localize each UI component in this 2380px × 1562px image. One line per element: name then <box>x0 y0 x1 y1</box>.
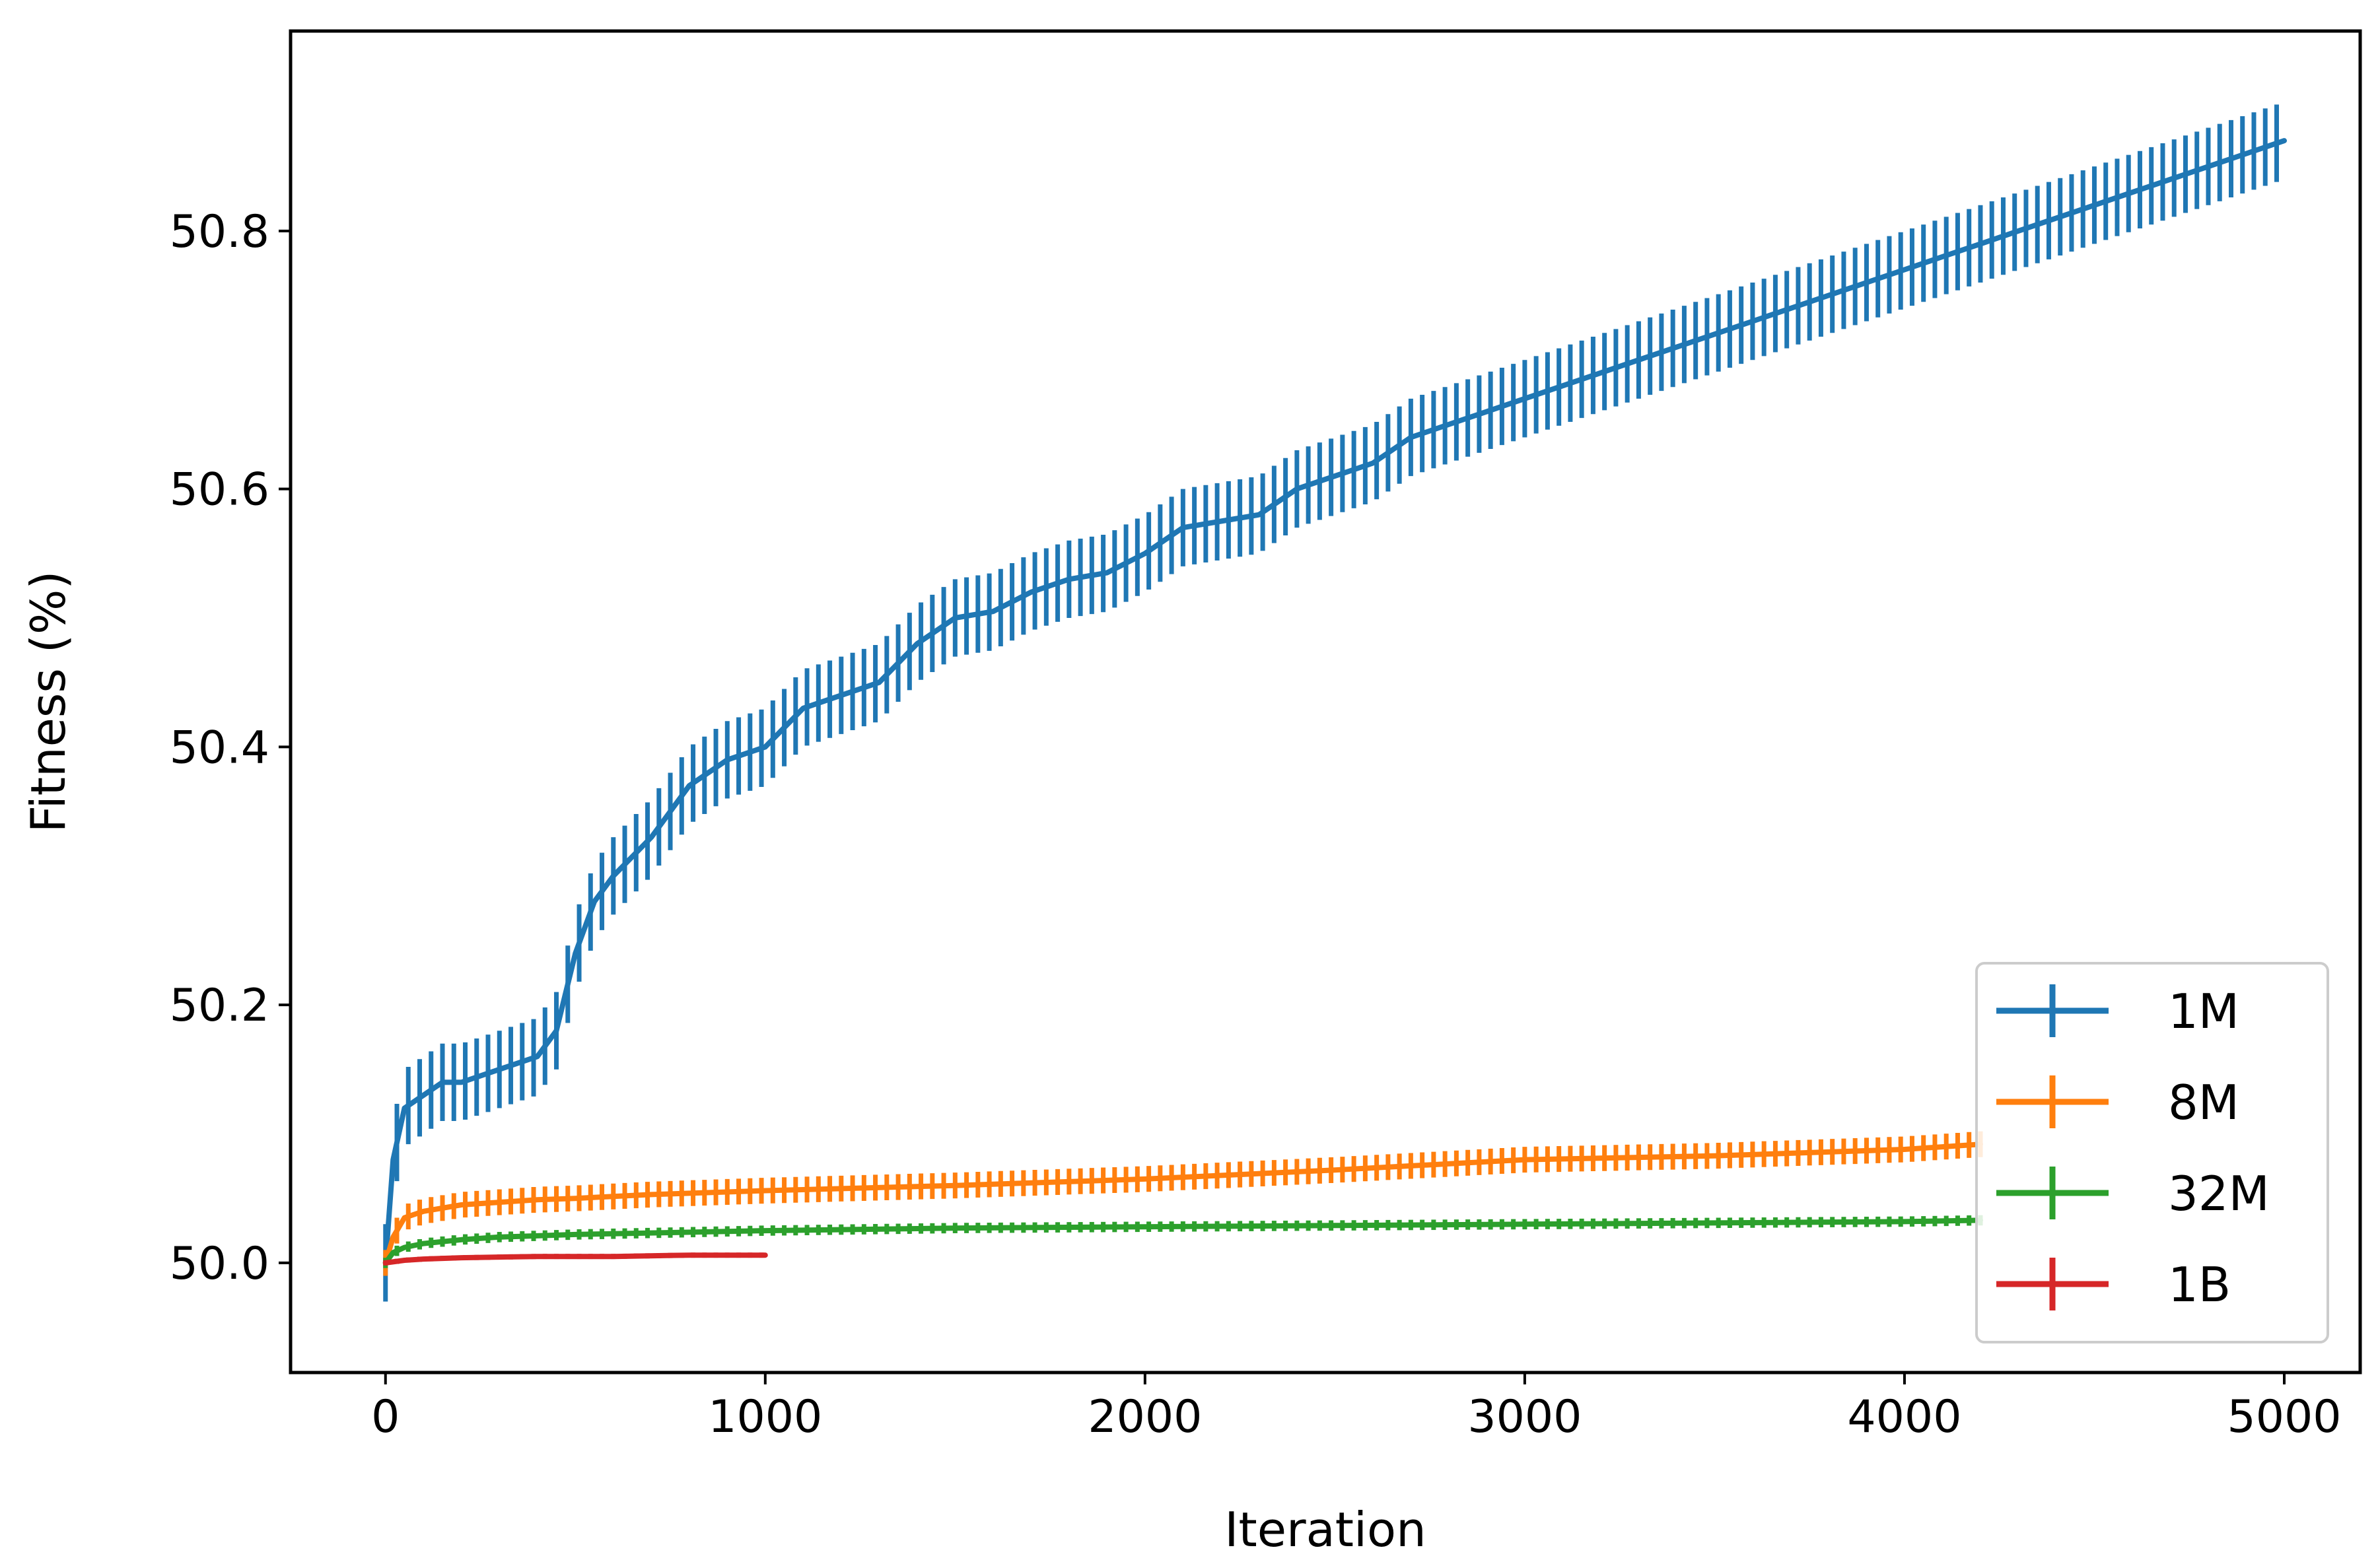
x-tick-label: 3000 <box>1467 1391 1582 1443</box>
y-tick-label: 50.6 <box>170 464 269 516</box>
series-line-1B <box>382 1252 768 1266</box>
y-axis-label: Fitness (%) <box>20 571 76 833</box>
legend-item-1M[interactable]: 1M <box>1996 984 2239 1039</box>
legend-label: 1M <box>2168 984 2239 1039</box>
legend-label: 8M <box>2168 1075 2239 1130</box>
legend[interactable]: 1M 8M 32M 1B <box>1975 962 2329 1343</box>
series-1B <box>382 1252 768 1266</box>
y-tick-label: 50.0 <box>170 1238 269 1290</box>
legend-box <box>1975 962 2329 1343</box>
legend-item-32M[interactable]: 32M <box>1996 1166 2270 1221</box>
series-line-32M <box>382 1217 1983 1266</box>
x-tick-label: 0 <box>371 1391 400 1443</box>
series-line-8M <box>382 1141 1983 1266</box>
plot-frame <box>289 29 2362 1375</box>
x-tick-label: 5000 <box>2227 1391 2341 1443</box>
y-tick-label: 50.8 <box>170 206 269 258</box>
y-tick-label: 50.2 <box>170 980 269 1032</box>
x-tick-label: 1000 <box>708 1391 822 1443</box>
legend-item-8M[interactable]: 8M <box>1996 1075 2239 1130</box>
x-tick-label: 4000 <box>1847 1391 1961 1443</box>
legend-item-1B[interactable]: 1B <box>1996 1257 2231 1312</box>
legend-label: 1B <box>2168 1257 2231 1312</box>
axes: 0 1000 2000 3000 4000 5000 50.0 50.2 50.4 50.6 50.… <box>170 206 2342 1443</box>
series-line-1M <box>382 138 2287 1266</box>
x-axis-label: Iteration <box>1224 1502 1426 1557</box>
legend-label: 32M <box>2168 1166 2270 1221</box>
series-1M <box>382 104 2287 1302</box>
x-tick-label: 2000 <box>1088 1391 1202 1443</box>
y-tick-label: 50.4 <box>170 722 269 774</box>
series-8M <box>382 1131 1983 1276</box>
